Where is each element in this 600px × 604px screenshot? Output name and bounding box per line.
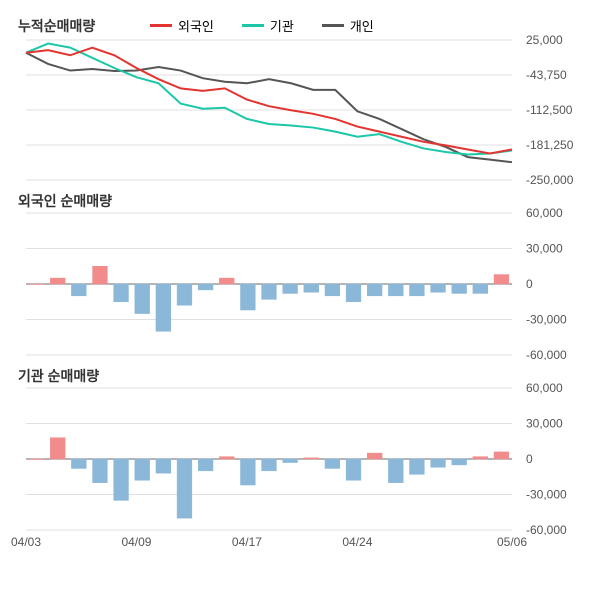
x-tick-label: 04/17 (232, 535, 262, 549)
y-tick-label: 30,000 (526, 242, 563, 256)
cumulative-title: 누적순매매량 (18, 16, 95, 36)
bar (304, 284, 319, 292)
foreigner-title: 외국인 순매매량 (18, 191, 112, 211)
y-tick-label: -181,250 (526, 138, 574, 152)
bar (135, 459, 150, 480)
bar (325, 459, 340, 468)
bar (410, 459, 425, 474)
bar (198, 284, 213, 290)
y-tick-label: -30,000 (526, 488, 567, 502)
bar (367, 284, 382, 296)
legend-label: 기관 (270, 16, 294, 35)
y-tick-label: 0 (526, 277, 533, 291)
bar (452, 459, 467, 465)
legend-label: 외국인 (178, 16, 214, 35)
legend-swatch (150, 24, 172, 27)
bar (431, 284, 446, 292)
bar (473, 284, 488, 293)
institution-title: 기관 순매매량 (18, 366, 99, 386)
y-tick-label: -250,000 (526, 173, 574, 185)
bar (135, 284, 150, 314)
bar (410, 284, 425, 296)
x-tick-label: 04/03 (11, 535, 41, 549)
y-tick-label: 25,000 (526, 33, 563, 47)
bar (71, 459, 86, 468)
x-axis: 04/0304/0904/1704/2405/06 (20, 535, 520, 555)
bar (219, 278, 234, 284)
bar (262, 459, 277, 471)
legend-item: 외국인 (150, 16, 214, 35)
y-tick-label: -60,000 (526, 523, 567, 535)
bar (494, 452, 509, 459)
bar (93, 459, 108, 483)
bar (50, 438, 65, 459)
bar (219, 457, 234, 459)
bar (29, 459, 44, 460)
bar (29, 284, 44, 285)
bar (240, 459, 255, 485)
bar (452, 284, 467, 293)
x-tick-label: 04/09 (121, 535, 151, 549)
bar (367, 453, 382, 459)
y-tick-label: -30,000 (526, 313, 567, 327)
y-tick-label: 60,000 (526, 206, 563, 220)
line-foreigner (26, 48, 512, 154)
bar (388, 284, 403, 296)
bar (156, 284, 171, 331)
x-tick-label: 05/06 (497, 535, 527, 549)
legend: 외국인 기관 개인 (150, 16, 374, 35)
legend-item: 개인 (322, 16, 374, 35)
bar (262, 284, 277, 299)
bar (240, 284, 255, 310)
bar (93, 266, 108, 284)
y-tick-label: 30,000 (526, 417, 563, 431)
y-tick-label: 60,000 (526, 381, 563, 395)
y-tick-label: -112,500 (526, 103, 573, 117)
bar (346, 284, 361, 302)
legend-label: 개인 (350, 16, 374, 35)
bar (325, 284, 340, 296)
legend-swatch (322, 24, 344, 27)
bar (177, 284, 192, 305)
bar (71, 284, 86, 296)
institution-chart: 60,000 30,000 0 -30,000 -60,000 (10, 360, 590, 535)
line-institution (26, 44, 512, 155)
bar (494, 275, 509, 284)
bar (177, 459, 192, 518)
bar (114, 459, 129, 500)
foreigner-chart: 60,000 30,000 0 -30,000 -60,000 (10, 185, 590, 360)
y-tick-label: -43,750 (526, 68, 567, 82)
bar (388, 459, 403, 483)
y-tick-label: 0 (526, 452, 533, 466)
bar (114, 284, 129, 302)
bar (198, 459, 213, 471)
y-tick-label: -60,000 (526, 348, 567, 360)
line-individual (26, 53, 512, 162)
bar (473, 457, 488, 459)
bar (346, 459, 361, 480)
legend-swatch (242, 24, 264, 27)
bar (156, 459, 171, 473)
bar (50, 278, 65, 284)
bar (283, 284, 298, 293)
bar (431, 459, 446, 467)
x-tick-label: 04/24 (342, 535, 372, 549)
legend-item: 기관 (242, 16, 294, 35)
bar (304, 458, 319, 459)
bar (283, 459, 298, 463)
cumulative-chart: 25,000 -43,750 -112,500 -181,250 -250,000 (10, 10, 590, 185)
